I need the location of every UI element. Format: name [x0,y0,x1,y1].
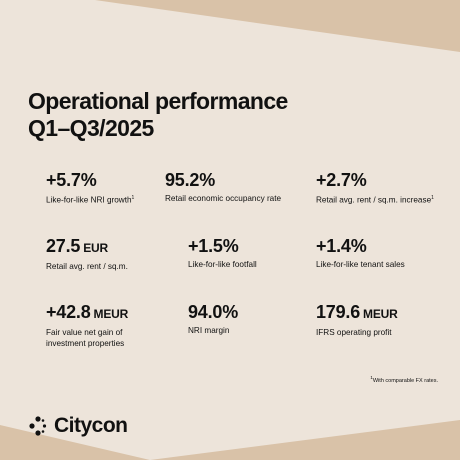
metric-value: 95.2% [165,170,216,190]
metric-label: Fair value net gain of investment proper… [46,328,125,348]
page-title: Operational performance Q1–Q3/2025 [28,88,288,142]
metric-value: +1.5% [188,236,239,256]
metric-label: IFRS operating profit [316,328,392,337]
footnote: 1With comparable FX rates. [370,375,438,384]
metric-value: +2.7% [316,170,367,190]
footnote-marker: 1 [370,375,373,380]
metric-avg-rent: 27.5 EUR Retail avg. rent / sq.m. [46,235,186,272]
metric-lfl-tenant-sales: +1.4% Like-for-like tenant sales [316,235,456,270]
metric-lfl-footfall: +1.5% Like-for-like footfall [188,235,328,270]
metric-value: 94.0% [188,302,239,322]
footnote-marker: 1 [131,195,135,201]
citycon-logo-icon [29,416,47,436]
metric-label: Retail avg. rent / sq.m. [46,262,128,271]
metric-avg-rent-increase: +2.7% Retail avg. rent / sq.m. increase1 [316,169,456,206]
metric-label: Like-for-like footfall [188,260,257,269]
metric-nri-margin: 94.0% NRI margin [188,301,328,336]
footnote-text: With comparable FX rates. [372,377,438,384]
title-line-2: Q1–Q3/2025 [28,115,154,141]
metric-value: +1.4% [316,236,367,256]
metric-lfl-nri-growth: +5.7% Like-for-like NRI growth1 [46,169,186,206]
metric-unit: EUR [83,241,108,255]
title-line-1: Operational performance [28,88,288,114]
metric-label: Like-for-like tenant sales [316,260,405,269]
metric-value: 27.5 EUR [46,236,108,256]
metric-label: Like-for-like NRI growth1 [46,195,135,205]
citycon-logo: Citycon [27,415,128,437]
metric-label: NRI margin [188,326,230,335]
metric-value: +5.7% [46,170,97,190]
metric-fair-value-gain: +42.8 MEUR Fair value net gain of investm… [46,301,161,349]
metric-unit: MEUR [93,307,129,321]
metric-ifrs-operating-profit: 179.6 MEUR IFRS operating profit [316,301,456,338]
metric-value: +42.8 MEUR [46,302,129,322]
metric-label: Retail avg. rent / sq.m. increase1 [316,195,434,205]
brand-name: Citycon [54,414,128,437]
metric-value: 179.6 MEUR [316,302,398,322]
metric-unit: MEUR [363,307,398,321]
metric-occupancy-rate: 95.2% Retail economic occupancy rate [165,169,305,204]
footnote-marker: 1 [431,195,434,201]
metric-label: Retail economic occupancy rate [165,194,282,203]
